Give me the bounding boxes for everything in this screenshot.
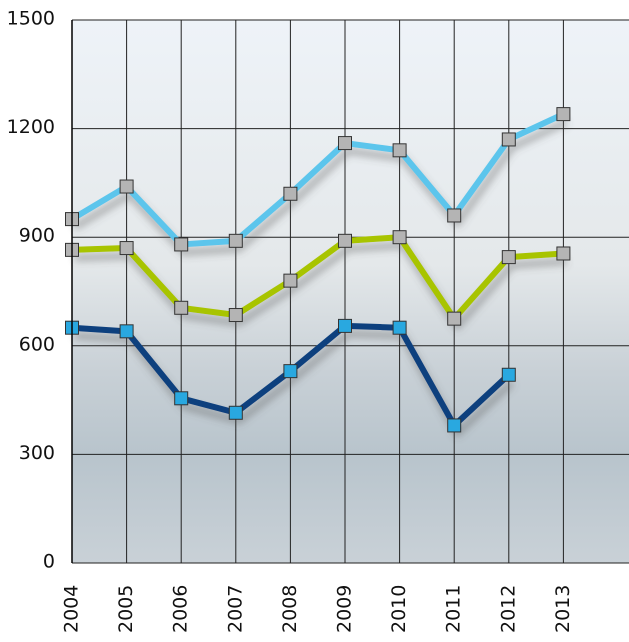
series-line <box>71 234 564 322</box>
data-marker <box>392 143 407 158</box>
y-tick-label: 300 <box>19 442 55 464</box>
data-marker <box>338 233 352 248</box>
data-marker <box>338 318 352 333</box>
data-marker <box>392 320 407 335</box>
data-marker <box>119 324 134 339</box>
data-marker <box>556 107 571 122</box>
x-tick-label: 2006 <box>170 585 192 633</box>
data-marker <box>447 311 462 326</box>
y-tick-label: 1500 <box>7 8 55 30</box>
data-marker <box>174 391 189 406</box>
y-tick-label: 600 <box>19 333 55 355</box>
x-tick-label: 2010 <box>388 585 410 633</box>
data-marker <box>174 237 189 252</box>
data-marker <box>338 136 352 151</box>
x-tick-label: 2005 <box>115 585 137 633</box>
data-marker <box>228 405 243 420</box>
y-tick-label: 0 <box>43 551 55 573</box>
data-marker <box>228 233 243 248</box>
data-marker <box>501 367 516 382</box>
plot-background <box>72 20 629 563</box>
data-marker <box>447 418 462 433</box>
data-marker <box>283 273 298 288</box>
x-tick-label: 2013 <box>552 585 574 633</box>
data-marker <box>447 208 462 223</box>
x-tick-label: 2011 <box>443 585 465 633</box>
data-marker <box>119 241 134 256</box>
data-marker <box>283 186 298 201</box>
data-marker <box>556 246 571 261</box>
data-marker <box>174 300 189 315</box>
x-tick-label: 2004 <box>61 585 83 633</box>
data-marker <box>228 308 243 323</box>
data-marker <box>501 250 516 265</box>
data-marker <box>501 132 516 147</box>
x-tick-label: 2007 <box>224 585 246 633</box>
data-marker <box>392 230 407 245</box>
data-marker <box>283 364 298 379</box>
series-line <box>70 111 565 248</box>
x-tick-label: 2009 <box>334 585 356 633</box>
grid <box>71 19 629 564</box>
data-marker <box>119 179 134 194</box>
x-tick-label: 2012 <box>497 585 519 633</box>
y-tick-label: 900 <box>19 225 55 247</box>
series-lines <box>65 107 571 433</box>
x-tick-label: 2008 <box>279 585 301 633</box>
y-tick-label: 1200 <box>7 116 55 138</box>
